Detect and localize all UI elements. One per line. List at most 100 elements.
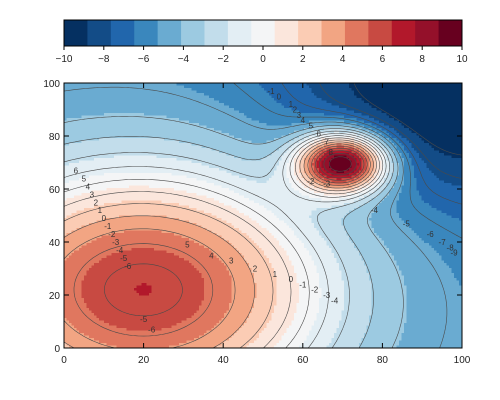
contour-label: 1 — [273, 270, 278, 279]
colorbar-tick-label: 4 — [340, 54, 346, 65]
colorbar-tick-label: −8 — [98, 54, 110, 65]
colorbar-swatch — [64, 20, 88, 46]
contour-label: -1 — [267, 87, 275, 96]
contour-line — [319, 83, 462, 179]
colorbar-swatch — [251, 20, 276, 46]
x-tick-label: 40 — [218, 355, 230, 366]
x-axis: 0 20 40 60 80 100 — [61, 83, 471, 366]
contour-label: -4 — [371, 206, 379, 215]
colorbar-swatch — [438, 20, 463, 46]
contour-line — [104, 147, 365, 317]
colorbar-swatch — [344, 20, 369, 46]
colorbar-tick-label: 10 — [456, 54, 468, 65]
colorbar-swatch — [368, 20, 393, 46]
contour-label: -3 — [323, 291, 331, 300]
x-tick-label: 100 — [454, 355, 471, 366]
contour-label: 4 — [86, 182, 91, 191]
colorbar-tick-label: −10 — [56, 54, 73, 65]
x-tick-label: 60 — [297, 355, 309, 366]
colorbar-tick-label: −4 — [178, 54, 190, 65]
y-tick-label: 60 — [49, 185, 61, 196]
contour-line — [73, 145, 368, 337]
contour-line — [64, 137, 380, 348]
contour-line — [64, 133, 387, 348]
contour-label: 6 — [74, 166, 79, 175]
contour-label: 8 — [328, 148, 333, 157]
contour-line — [353, 83, 462, 156]
colorbar-swatch — [415, 20, 440, 46]
contour-label: 4 — [209, 251, 214, 260]
contour-label: 3 — [90, 190, 95, 199]
contour-line — [64, 116, 404, 348]
contour-label: -4 — [116, 246, 124, 255]
colorbar-swatch — [274, 20, 299, 46]
contour-line — [233, 83, 462, 239]
colorbar-swatch — [157, 20, 182, 46]
y-tick-label: 0 — [54, 344, 60, 355]
colorbar-tick-label: 2 — [300, 54, 306, 65]
y-tick-label: 20 — [49, 291, 61, 302]
contour-line — [319, 150, 361, 179]
contour-label: 1 — [289, 100, 294, 109]
contour-label: 1 — [98, 206, 103, 215]
contour-label: -5 — [403, 219, 411, 228]
contour-label: 2 — [94, 198, 99, 207]
contour-label: 0 — [102, 214, 107, 223]
contour-label: 7 — [324, 137, 329, 146]
colorbar-swatch — [134, 20, 159, 46]
contour-line — [323, 153, 357, 176]
contour-label: -9 — [450, 249, 458, 258]
contour-label: -8 — [447, 243, 455, 252]
x-tick-label: 20 — [138, 355, 150, 366]
contour-label: 2 — [253, 265, 258, 274]
contour-label: -3 — [323, 180, 331, 189]
contour-label: -7 — [439, 238, 447, 247]
colorbar-swatch — [227, 20, 252, 46]
colorbar-swatch — [204, 20, 229, 46]
plot-frame — [63, 82, 463, 349]
contour-label: 4 — [301, 116, 306, 125]
contour-label: 5 — [82, 174, 87, 183]
contour-label: 0 — [289, 275, 294, 284]
y-tick-label: 100 — [43, 79, 60, 90]
contour-label: -2 — [108, 230, 116, 239]
x-tick-label: 80 — [377, 355, 389, 366]
contour-label: -6 — [148, 325, 156, 334]
contour-line — [64, 135, 384, 348]
y-tick-label: 40 — [49, 238, 61, 249]
colorbar-tick-label: −6 — [138, 54, 150, 65]
colorbar-tick-label: 6 — [380, 54, 386, 65]
contour-label: 3 — [229, 257, 234, 266]
x-tick-label: 0 — [61, 355, 67, 366]
contour-label: -5 — [140, 315, 148, 324]
contour-label: -1 — [299, 280, 307, 289]
contour-line — [64, 143, 371, 348]
contour-label: 2 — [293, 106, 298, 115]
colorbar-swatch — [110, 20, 135, 46]
colorbar-swatch — [321, 20, 346, 46]
contour-label: 5 — [185, 241, 190, 250]
colorbar-tick-label: −2 — [217, 54, 229, 65]
colorbar-tick-label: 8 — [419, 54, 425, 65]
colorbar: −10 −8 −6 −4 −2 0 2 4 6 8 10 — [56, 19, 468, 65]
colorbar-swatch — [298, 20, 323, 46]
colorbar-tick-label: 0 — [260, 54, 266, 65]
y-tick-label: 80 — [49, 132, 61, 143]
contour-line — [64, 86, 448, 348]
colorbar-swatch — [181, 20, 205, 46]
contour-label: -6 — [124, 262, 132, 271]
contour-line — [329, 156, 352, 172]
colorbar-swatch — [391, 20, 416, 46]
contour-label: 3 — [297, 111, 302, 120]
colorbar-swatch — [87, 20, 112, 46]
contour-label: -4 — [331, 296, 339, 305]
contour-label: -5 — [120, 254, 128, 263]
contour-label: -2 — [307, 177, 315, 186]
contour-label: 5 — [309, 121, 314, 130]
contour-line — [64, 130, 390, 348]
contour-label: -2 — [311, 286, 319, 295]
